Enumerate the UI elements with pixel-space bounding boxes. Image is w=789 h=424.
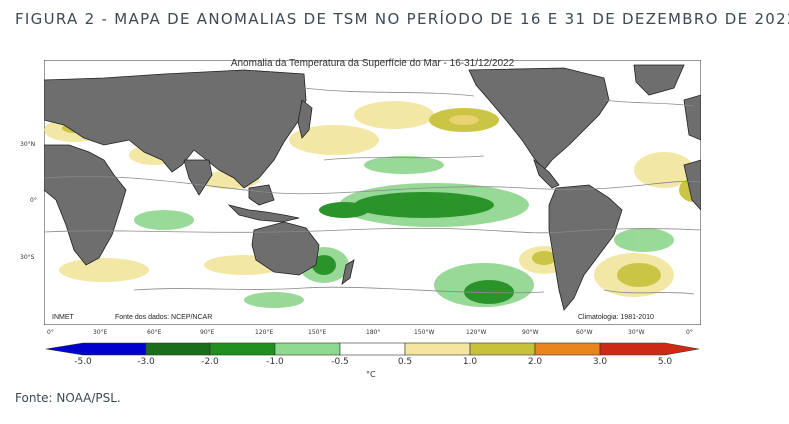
lon-label: 60°W	[576, 329, 593, 336]
land-north-america	[468, 67, 610, 171]
sst-anomaly-map	[43, 59, 709, 326]
lon-label: 90°W	[522, 329, 539, 336]
map-climatology-note: Climatologia: 1981-2010	[578, 314, 654, 321]
lon-label: 120°W	[466, 329, 487, 336]
colorbar-bin	[45, 342, 147, 356]
colorbar-tick-label: 2.0	[527, 357, 543, 367]
colorbar-tick-label: -0.5	[331, 357, 349, 367]
colorbar-bin	[209, 342, 276, 356]
land-south-america	[548, 184, 623, 311]
lon-label: 120°E	[255, 329, 274, 336]
colorbar-tick-label: 1.0	[462, 357, 478, 367]
colorbar-tick-label: 0.5	[397, 357, 413, 367]
land-greenland	[633, 64, 685, 96]
contour-lines	[43, 87, 702, 295]
colorbar-tick-label: -5.0	[74, 357, 92, 367]
colorbar-tick-label: -2.0	[201, 357, 219, 367]
lon-label: 0°	[47, 329, 54, 336]
map-credit-data: Fonte dos dados: NCEP/NCAR	[115, 314, 213, 321]
colorbar-bin	[469, 342, 536, 356]
lat-label-30n: 30°N	[20, 141, 36, 148]
colorbar	[44, 342, 701, 356]
lon-label: 0°	[686, 329, 693, 336]
land-indonesia	[227, 204, 300, 223]
colorbar-tick-label: -3.0	[137, 357, 155, 367]
land-new-zealand	[341, 259, 355, 285]
colorbar-bin	[534, 342, 601, 356]
land-japan	[297, 99, 313, 139]
lon-label: 150°E	[308, 329, 327, 336]
colorbar-tick-label: 3.0	[592, 357, 608, 367]
colorbar-bin	[599, 342, 700, 356]
lon-label: 90°E	[200, 329, 215, 336]
cold-anomaly-patches	[134, 156, 674, 308]
figure-title: FIGURA 2 - MAPA DE ANOMALIAS DE TSM NO P…	[15, 10, 789, 28]
lat-label-30s: 30°S	[20, 254, 35, 261]
lon-label: 60°E	[147, 329, 162, 336]
land-borneo	[248, 184, 275, 206]
land-central-america	[533, 158, 560, 189]
colorbar-tick-label: 5.0	[657, 357, 673, 367]
land-africa	[43, 144, 127, 266]
lon-label: 30°E	[93, 329, 108, 336]
land-masses	[43, 64, 702, 311]
colorbar-unit: °C	[366, 370, 376, 379]
colorbar-tick-label: -1.0	[266, 357, 284, 367]
colorbar-bin	[145, 342, 211, 356]
colorbar-bin	[274, 342, 341, 356]
lon-label: 150°W	[414, 329, 435, 336]
map-title: Anomalia da Temperatura da Superfície do…	[230, 58, 515, 69]
land-australia	[251, 221, 320, 276]
lon-label: 180°	[366, 329, 381, 336]
colorbar-bin	[404, 342, 471, 356]
colorbar-bin	[339, 342, 406, 356]
lon-label: 30°W	[628, 329, 645, 336]
colorbar-svg	[45, 342, 700, 356]
lat-label-0: 0°	[30, 197, 37, 204]
land-eurasia	[43, 69, 307, 189]
figure-source: Fonte: NOAA/PSL.	[15, 391, 121, 405]
map-credit-left: INMET	[52, 314, 74, 321]
